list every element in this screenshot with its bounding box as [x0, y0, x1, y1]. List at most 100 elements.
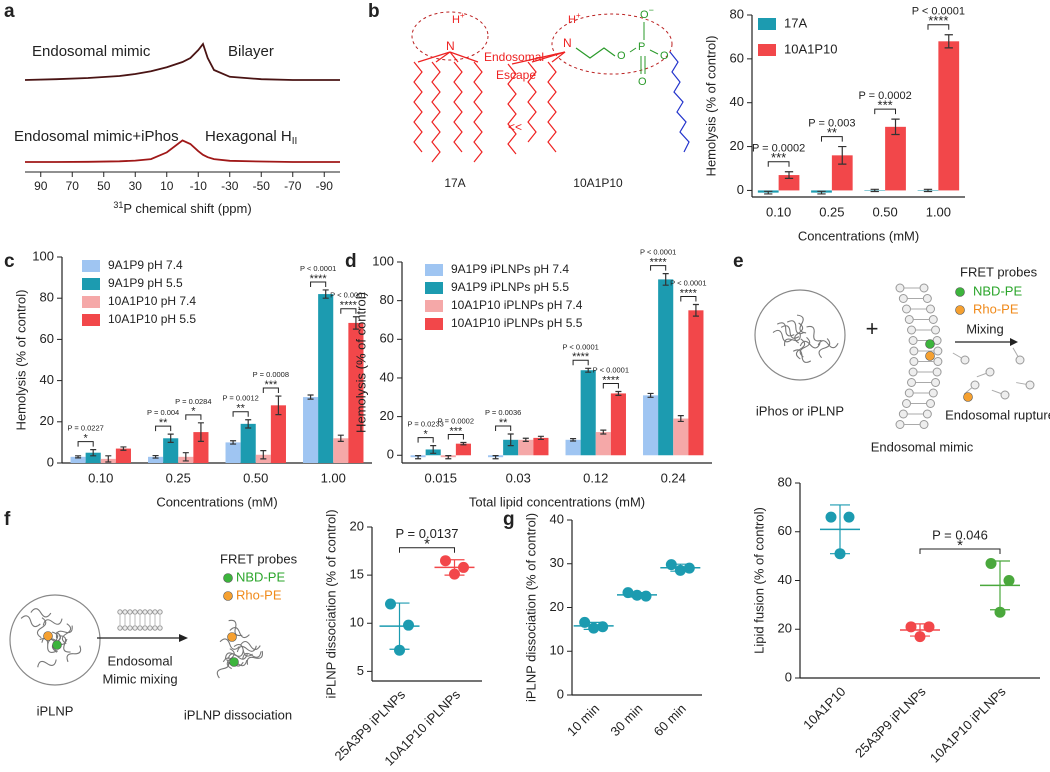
bond	[629, 47, 637, 53]
lipid-head	[147, 609, 153, 615]
bar	[565, 439, 581, 456]
bar	[885, 126, 906, 191]
arrow-head	[179, 634, 188, 642]
panel-label: d	[345, 251, 357, 272]
lipid-head	[970, 380, 980, 390]
x-tick-label: 30	[129, 179, 143, 193]
lipid-head	[117, 609, 123, 615]
atom: N	[563, 36, 572, 50]
alkyl-chain	[669, 51, 690, 153]
lipid-head	[932, 367, 942, 377]
probe-dot	[229, 657, 239, 667]
y-tick-label: 40	[778, 572, 792, 587]
bar	[193, 432, 209, 463]
lipid-squiggle	[30, 608, 52, 618]
error-bar	[245, 419, 252, 429]
lipid-head	[960, 355, 970, 365]
y-tick-label: 20	[40, 413, 54, 428]
y-tick-label: 0	[557, 686, 564, 701]
significance-bracket	[232, 411, 249, 417]
y-tick-label: 5	[357, 663, 364, 678]
legend-label: 9A1P9 pH 5.5	[108, 276, 183, 290]
y-tick-label: 20	[350, 518, 364, 533]
probe-dot	[52, 640, 62, 650]
y-tick-label: 80	[40, 290, 54, 305]
bar	[518, 439, 534, 456]
significance-bracket	[927, 24, 950, 30]
error-bar	[167, 433, 174, 443]
fret-title: FRET probes	[220, 551, 298, 566]
error-bar	[583, 621, 604, 630]
significance-bracket	[310, 281, 327, 287]
panel-label: g	[503, 509, 515, 530]
error-bar	[764, 190, 773, 195]
data-point	[843, 511, 855, 523]
x-tick-label: 10A1P10 iPLNPs	[927, 684, 1009, 766]
y-tick-label: 80	[730, 6, 744, 21]
bond	[649, 49, 659, 55]
data-point	[394, 644, 405, 656]
lipid-head	[147, 625, 153, 631]
x-tick-label: -90	[316, 179, 334, 193]
phase-label-text: Hexagonal H	[205, 128, 292, 145]
bar	[70, 456, 86, 463]
lipid-head	[908, 336, 918, 345]
legend-swatch	[425, 282, 443, 294]
lipid-squiggle	[786, 320, 805, 335]
y-tick-label: 20	[730, 138, 744, 153]
lipid-tail	[1012, 347, 1019, 357]
mimic-label: Endosomal mimic	[871, 439, 974, 454]
atom: O	[638, 76, 647, 88]
y-tick-label: 30	[550, 555, 564, 570]
lipid-head	[902, 304, 912, 314]
atom: P	[638, 41, 645, 53]
x-tick-label: -30	[221, 179, 239, 193]
alkyl-chain	[507, 63, 517, 155]
atom: H+	[452, 11, 465, 26]
x-tick-label: 0.25	[819, 204, 844, 219]
lipid-head	[132, 609, 138, 615]
error-bar	[460, 441, 467, 446]
phase-label-text: Bilayer	[228, 43, 274, 60]
alkyl-chain	[431, 61, 441, 163]
lipid-head	[909, 357, 919, 366]
alkyl-chain	[547, 61, 557, 153]
y-tick-label: 20	[778, 621, 792, 636]
p-value: P = 0.004	[147, 408, 179, 417]
error-bar	[507, 433, 514, 447]
y-tick-label: 0	[737, 182, 744, 197]
error-bar	[692, 303, 699, 317]
lipid-squiggle	[242, 651, 262, 660]
legend-swatch	[758, 18, 776, 30]
significance-bracket	[767, 161, 790, 167]
x-tick-label: 0.015	[424, 470, 457, 485]
data-point	[1003, 575, 1015, 586]
significance-bracket	[874, 108, 897, 115]
legend-swatch	[758, 44, 776, 56]
lipid-head	[926, 304, 936, 314]
mixing-label: Mimic mixing	[102, 671, 177, 686]
probe-dot	[955, 305, 965, 315]
legend-label: 9A1P9 pH 7.4	[108, 258, 183, 272]
x-tick-label: 0.12	[583, 470, 608, 485]
source-label: iPhos or iPLNP	[756, 403, 844, 418]
probe-label: NBD-PE	[973, 283, 1022, 298]
x-tick-label: 0.24	[661, 470, 686, 485]
error-bar	[570, 438, 577, 442]
y-tick-label: 60	[730, 50, 744, 65]
atom: N	[446, 39, 455, 53]
p-value: P < 0.0001	[562, 342, 598, 351]
significance-bracket	[399, 547, 455, 553]
significance-stars: ****	[650, 257, 668, 269]
significance-stars: ****	[572, 351, 590, 363]
legend-swatch	[425, 264, 443, 276]
x-tick-label: 50	[97, 179, 111, 193]
bar	[318, 294, 334, 463]
p-value: P = 0.046	[932, 527, 988, 542]
lipid-head	[895, 420, 905, 429]
y-axis-label: Hemolysis (% of control)	[703, 36, 718, 177]
source-label: iPLNP	[37, 703, 74, 718]
error-bar	[522, 437, 529, 442]
lipid-head	[904, 388, 914, 398]
